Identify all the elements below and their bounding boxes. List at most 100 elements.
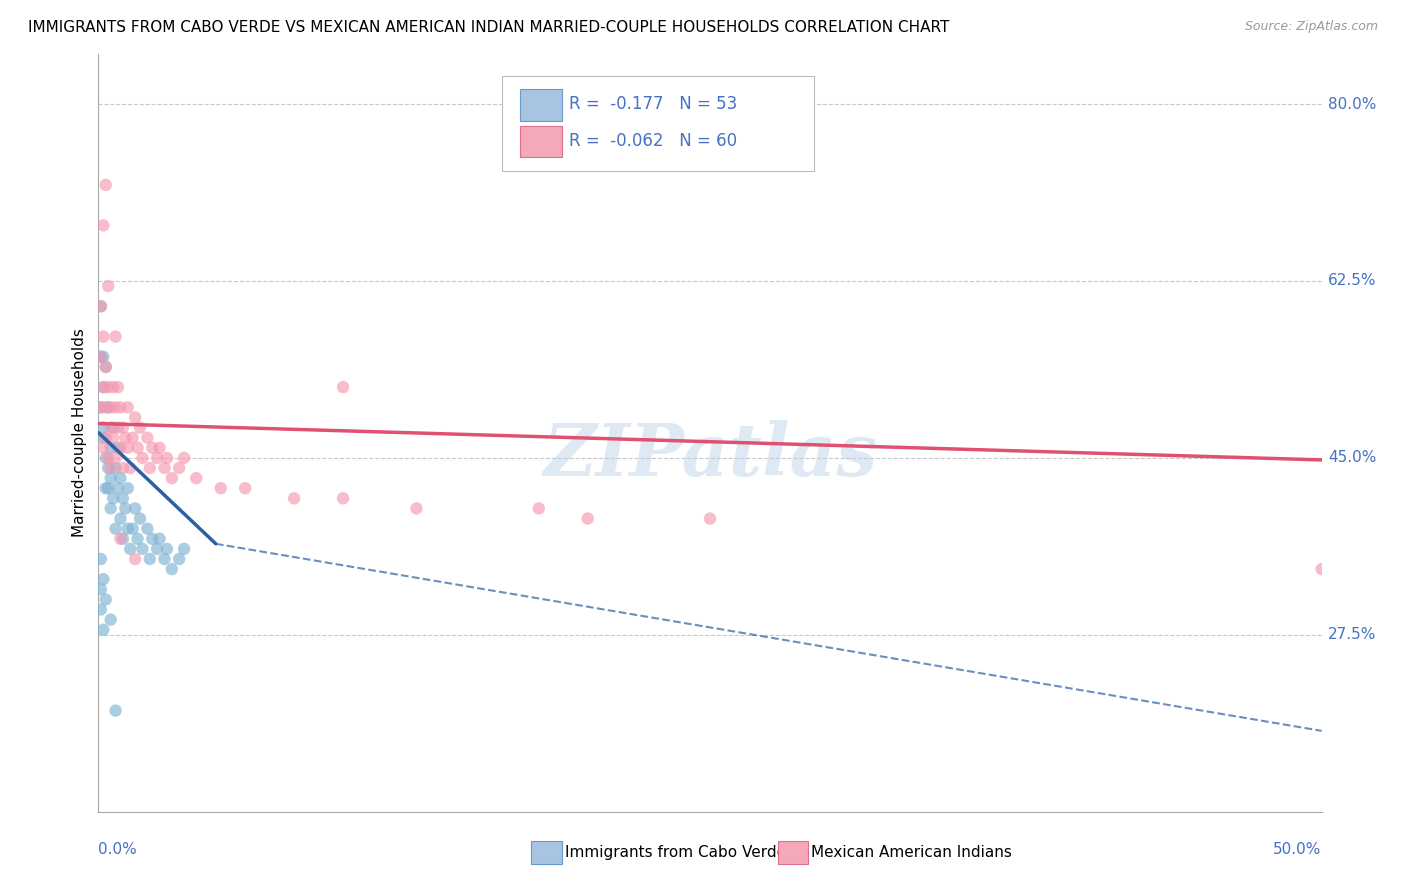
FancyBboxPatch shape bbox=[520, 126, 562, 157]
Text: 62.5%: 62.5% bbox=[1327, 274, 1376, 288]
Point bbox=[111, 461, 134, 475]
Text: ZIPatlas: ZIPatlas bbox=[543, 420, 877, 491]
Text: R =  -0.062   N = 60: R = -0.062 N = 60 bbox=[569, 132, 738, 150]
Point bbox=[111, 420, 134, 434]
Point bbox=[91, 380, 114, 394]
Point bbox=[104, 401, 127, 415]
Point bbox=[104, 450, 127, 465]
Point bbox=[104, 704, 127, 718]
Point bbox=[167, 552, 190, 566]
Point bbox=[283, 491, 305, 506]
Point bbox=[117, 481, 139, 495]
Point bbox=[332, 380, 354, 394]
Point bbox=[90, 582, 112, 597]
Point bbox=[153, 552, 176, 566]
Point bbox=[120, 541, 142, 556]
Point bbox=[94, 431, 117, 445]
Point bbox=[100, 471, 122, 485]
Text: IMMIGRANTS FROM CABO VERDE VS MEXICAN AMERICAN INDIAN MARRIED-COUPLE HOUSEHOLDS : IMMIGRANTS FROM CABO VERDE VS MEXICAN AM… bbox=[28, 20, 949, 35]
Point bbox=[97, 481, 120, 495]
Point bbox=[117, 401, 139, 415]
Point bbox=[97, 401, 120, 415]
Point bbox=[186, 471, 208, 485]
Point bbox=[139, 552, 162, 566]
Point bbox=[173, 541, 195, 556]
Point bbox=[141, 441, 163, 455]
Text: Source: ZipAtlas.com: Source: ZipAtlas.com bbox=[1244, 20, 1378, 33]
Point bbox=[100, 441, 122, 455]
Point bbox=[100, 401, 122, 415]
Point bbox=[149, 441, 172, 455]
Point bbox=[139, 461, 162, 475]
Point bbox=[1310, 562, 1333, 576]
FancyBboxPatch shape bbox=[520, 89, 562, 121]
Point bbox=[136, 522, 159, 536]
Point bbox=[114, 431, 136, 445]
Point bbox=[91, 572, 114, 586]
Point bbox=[104, 329, 127, 343]
Point bbox=[104, 461, 127, 475]
Point bbox=[173, 450, 195, 465]
Point bbox=[100, 613, 122, 627]
Point bbox=[107, 441, 129, 455]
Point bbox=[104, 522, 127, 536]
Point bbox=[111, 491, 134, 506]
Point bbox=[97, 380, 120, 394]
Point bbox=[94, 178, 117, 192]
Point bbox=[156, 450, 179, 465]
Point bbox=[101, 431, 124, 445]
Point bbox=[699, 511, 721, 525]
Point bbox=[114, 501, 136, 516]
Point bbox=[107, 380, 129, 394]
Point bbox=[94, 592, 117, 607]
Text: 45.0%: 45.0% bbox=[1327, 450, 1376, 466]
Point bbox=[90, 552, 112, 566]
Point bbox=[110, 511, 132, 525]
Point bbox=[110, 401, 132, 415]
Point bbox=[131, 450, 153, 465]
Point bbox=[110, 441, 132, 455]
Point bbox=[131, 541, 153, 556]
Point bbox=[91, 441, 114, 455]
Point bbox=[101, 491, 124, 506]
Point bbox=[91, 420, 114, 434]
Point bbox=[91, 329, 114, 343]
Point bbox=[94, 359, 117, 374]
Point bbox=[129, 420, 152, 434]
Point bbox=[90, 401, 112, 415]
Point bbox=[110, 532, 132, 546]
Point bbox=[117, 522, 139, 536]
Point bbox=[527, 501, 550, 516]
Point bbox=[141, 532, 163, 546]
Point bbox=[127, 441, 149, 455]
Point bbox=[91, 219, 114, 233]
Point bbox=[97, 450, 120, 465]
Point bbox=[94, 450, 117, 465]
Point bbox=[100, 420, 122, 434]
Point bbox=[90, 350, 112, 364]
Point bbox=[94, 481, 117, 495]
Point bbox=[91, 431, 114, 445]
Text: 50.0%: 50.0% bbox=[1274, 842, 1322, 857]
Point bbox=[100, 501, 122, 516]
Point bbox=[405, 501, 427, 516]
Point bbox=[129, 511, 152, 525]
Point bbox=[94, 401, 117, 415]
Point bbox=[146, 450, 169, 465]
Point bbox=[124, 552, 146, 566]
Point bbox=[167, 461, 190, 475]
Text: R =  -0.177   N = 53: R = -0.177 N = 53 bbox=[569, 95, 738, 113]
Point bbox=[160, 471, 183, 485]
Point bbox=[111, 532, 134, 546]
Text: 80.0%: 80.0% bbox=[1327, 96, 1376, 112]
Point bbox=[120, 461, 142, 475]
Point bbox=[153, 461, 176, 475]
Point bbox=[156, 541, 179, 556]
Point bbox=[332, 491, 354, 506]
Point bbox=[101, 380, 124, 394]
Point bbox=[107, 481, 129, 495]
Point bbox=[121, 522, 143, 536]
Text: Mexican American Indians: Mexican American Indians bbox=[811, 846, 1012, 860]
Point bbox=[107, 420, 129, 434]
Point bbox=[100, 461, 122, 475]
